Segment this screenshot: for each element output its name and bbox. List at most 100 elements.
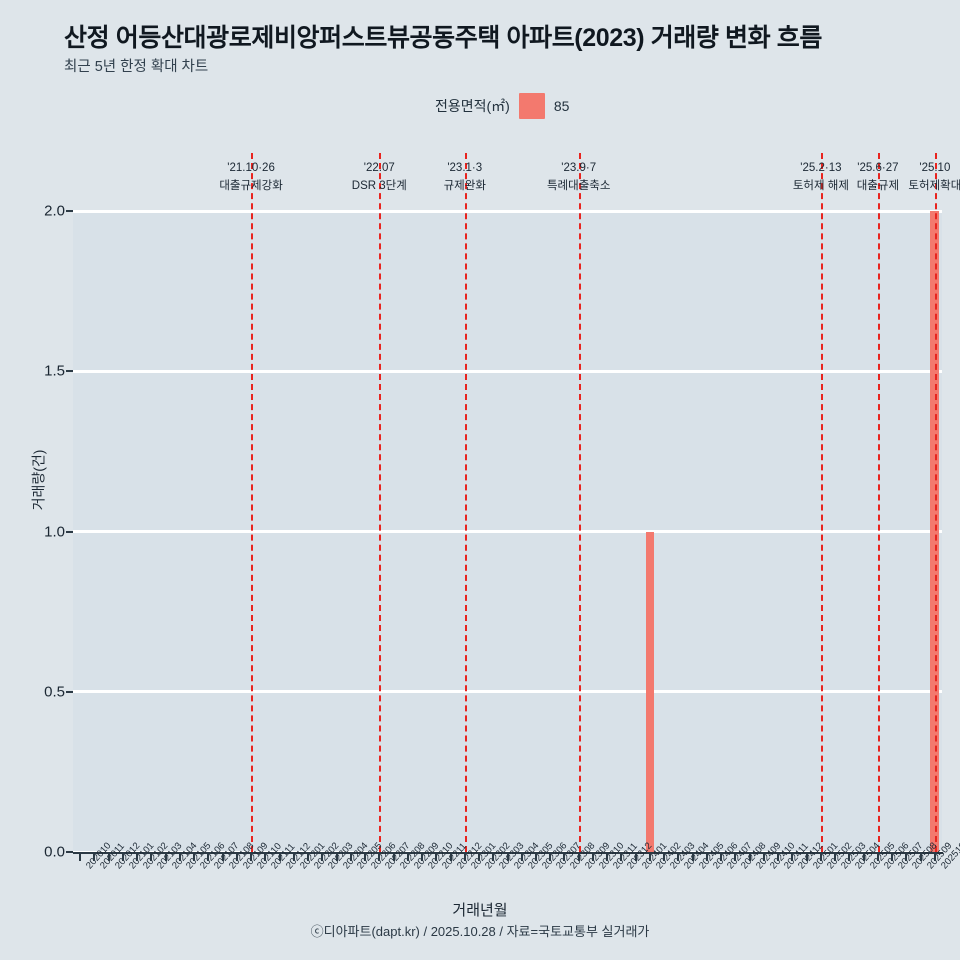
- x-axis-tick-mark: [577, 852, 580, 861]
- x-axis-tick-mark: [777, 852, 780, 861]
- x-axis-tick-mark: [591, 852, 594, 861]
- annotation-line-202506: [877, 153, 880, 852]
- y-axis-tick-label: 1.0: [44, 523, 65, 540]
- x-axis-tick-mark: [164, 852, 167, 861]
- x-axis-tick-mark: [121, 852, 124, 861]
- page-title: 산정 어등산대광로제비앙퍼스트뷰공동주택 아파트(2023) 거래량 변화 흐름: [64, 24, 822, 52]
- x-axis-tick-mark: [819, 852, 822, 861]
- x-axis-tick-mark: [891, 852, 894, 861]
- x-axis-tick-mark: [193, 852, 196, 861]
- chart-legend: 전용면적(㎡) 85: [435, 93, 569, 119]
- y-axis-tick-mark: [66, 851, 73, 853]
- x-axis-tick-mark: [349, 852, 352, 861]
- x-axis-title: 거래년월: [452, 902, 508, 919]
- plot-area: [73, 153, 942, 854]
- x-axis-tick-mark: [406, 852, 409, 861]
- annotation-line-202207: [379, 153, 382, 852]
- annotation-text: 대출규제: [856, 179, 900, 192]
- y-axis-title: 거래량(건): [30, 449, 47, 511]
- annotation-date: '21.10·26: [227, 162, 275, 174]
- annotation-date: '23.9·7: [561, 162, 597, 174]
- x-axis-tick-mark: [79, 852, 82, 861]
- x-axis-tick-mark: [805, 852, 808, 861]
- x-axis-tick-mark: [478, 852, 480, 861]
- bar-202510: [930, 211, 940, 852]
- x-axis-tick-mark: [534, 852, 537, 861]
- x-axis-tick-mark: [435, 852, 438, 861]
- x-axis-tick-mark: [364, 852, 367, 861]
- legend-swatch-85: [518, 93, 545, 119]
- annotation-text: 토허제확대: [908, 179, 960, 192]
- annotation-date: '25.6·27: [857, 162, 899, 174]
- annotation-date: '25.2·13: [800, 162, 842, 174]
- x-axis-tick-mark: [905, 852, 908, 861]
- legend-title: 전용면적(㎡): [435, 98, 510, 114]
- x-axis-tick-mark: [292, 852, 295, 861]
- x-axis-tick-mark: [150, 852, 153, 861]
- footer-credit: ⓒ디아파트(dapt.kr) / 2025.10.28 / 자료=국토교통부 실…: [310, 924, 650, 939]
- x-axis-tick-mark: [848, 852, 851, 861]
- gridline: [73, 209, 942, 213]
- annotation-202207: '22.07 DSR 3단계: [352, 160, 407, 196]
- x-axis-tick-mark: [136, 852, 139, 861]
- annotation-text: DSR 3단계: [351, 179, 407, 192]
- x-axis-tick-mark: [634, 852, 637, 861]
- x-axis-tick-mark: [748, 852, 751, 861]
- x-axis-tick-mark: [250, 852, 253, 861]
- annotation-202110: '21.10·26 대출규제강화: [219, 160, 282, 196]
- x-axis-tick-mark: [933, 852, 936, 861]
- x-axis-tick-mark: [606, 852, 609, 861]
- x-axis-tick-mark: [492, 852, 495, 861]
- x-axis-tick-mark: [620, 852, 623, 861]
- annotation-202510: '25.10 토허제확대: [908, 160, 960, 196]
- x-axis-tick-mark: [705, 852, 708, 861]
- x-axis-tick-mark: [221, 852, 224, 861]
- x-axis-tick-mark: [93, 852, 96, 861]
- annotation-text: 규제완화: [443, 179, 486, 192]
- legend-label-85: 85: [553, 98, 570, 114]
- x-axis-tick-mark: [691, 852, 694, 861]
- annotation-202506: '25.6·27 대출규제: [857, 160, 899, 196]
- y-axis-tick-mark: [66, 370, 73, 373]
- x-axis-tick-mark: [392, 852, 395, 861]
- annotation-line-202110: [251, 153, 254, 852]
- x-axis-tick-mark: [307, 852, 310, 861]
- annotation-date: '23.1·3: [447, 162, 483, 174]
- y-axis-tick-mark: [66, 690, 73, 693]
- annotation-line-202309: [578, 153, 581, 852]
- bar-202402: [645, 531, 655, 852]
- x-axis-tick-mark: [421, 852, 424, 861]
- annotation-text: 특례대출축소: [546, 179, 611, 192]
- x-axis-tick-mark: [663, 852, 666, 861]
- gridline: [73, 369, 942, 373]
- y-axis-tick-label: 2.0: [44, 202, 65, 220]
- x-axis-tick-mark: [919, 852, 922, 861]
- x-axis-tick-mark: [463, 852, 466, 861]
- x-axis-tick-mark: [235, 852, 238, 861]
- annotation-line-202301: [464, 153, 467, 852]
- x-axis-tick-mark: [178, 852, 181, 861]
- annotation-202301: '23.1·3 규제완화: [444, 160, 486, 196]
- y-axis-tick-mark: [66, 210, 73, 212]
- y-axis-tick-mark: [66, 530, 73, 533]
- x-axis-tick-mark: [278, 852, 281, 861]
- y-axis-tick-label: 0.5: [44, 683, 65, 701]
- x-axis-tick-mark: [335, 852, 338, 861]
- x-axis-tick-mark: [762, 852, 765, 861]
- x-axis-tick-mark: [834, 852, 837, 861]
- x-axis-tick-mark: [264, 852, 267, 861]
- gridline: [73, 690, 942, 694]
- annotation-line-202510: [934, 153, 937, 852]
- x-axis-tick-mark: [791, 852, 794, 861]
- x-axis-tick-mark: [563, 852, 566, 861]
- y-axis-tick-label: 0.0: [44, 843, 65, 861]
- x-axis-tick-mark: [876, 852, 879, 861]
- gridline: [73, 530, 942, 533]
- x-axis-tick-mark: [107, 852, 110, 861]
- annotation-202502: '25.2·13 토허제 해제: [793, 160, 849, 196]
- x-axis-tick-mark: [720, 852, 723, 861]
- page-subtitle: 최근 5년 한정 확대 차트: [64, 59, 209, 75]
- x-axis-tick-mark: [648, 852, 651, 861]
- x-axis-tick-mark: [677, 852, 680, 861]
